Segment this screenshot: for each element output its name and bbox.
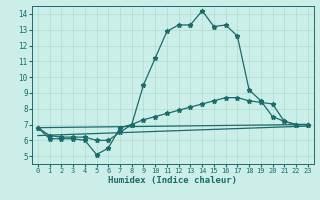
X-axis label: Humidex (Indice chaleur): Humidex (Indice chaleur) — [108, 176, 237, 185]
